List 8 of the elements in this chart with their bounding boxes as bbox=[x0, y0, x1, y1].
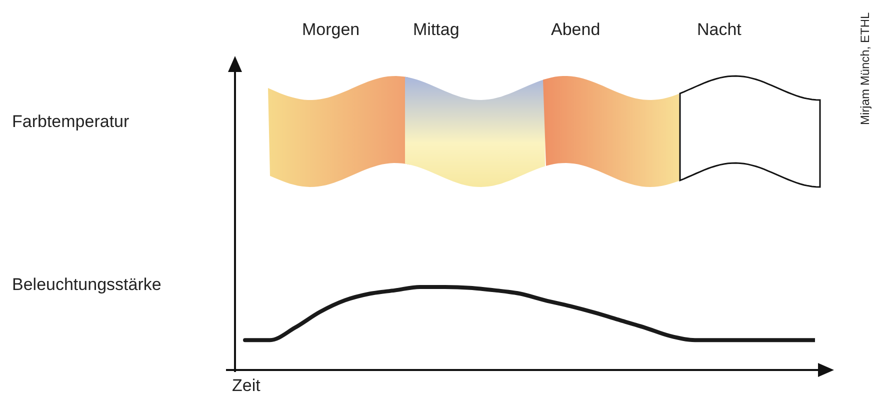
text: Farbtemperatur bbox=[12, 112, 130, 132]
text: Mirjam Münch, ETHL bbox=[858, 12, 872, 125]
text: Beleuchtungsstärke bbox=[12, 275, 162, 295]
text: Abend bbox=[551, 20, 600, 40]
text: Mittag bbox=[413, 20, 460, 40]
text: Morgen bbox=[302, 20, 360, 40]
x-axis-title: Zeit bbox=[232, 376, 260, 396]
text: Nacht bbox=[697, 20, 742, 40]
